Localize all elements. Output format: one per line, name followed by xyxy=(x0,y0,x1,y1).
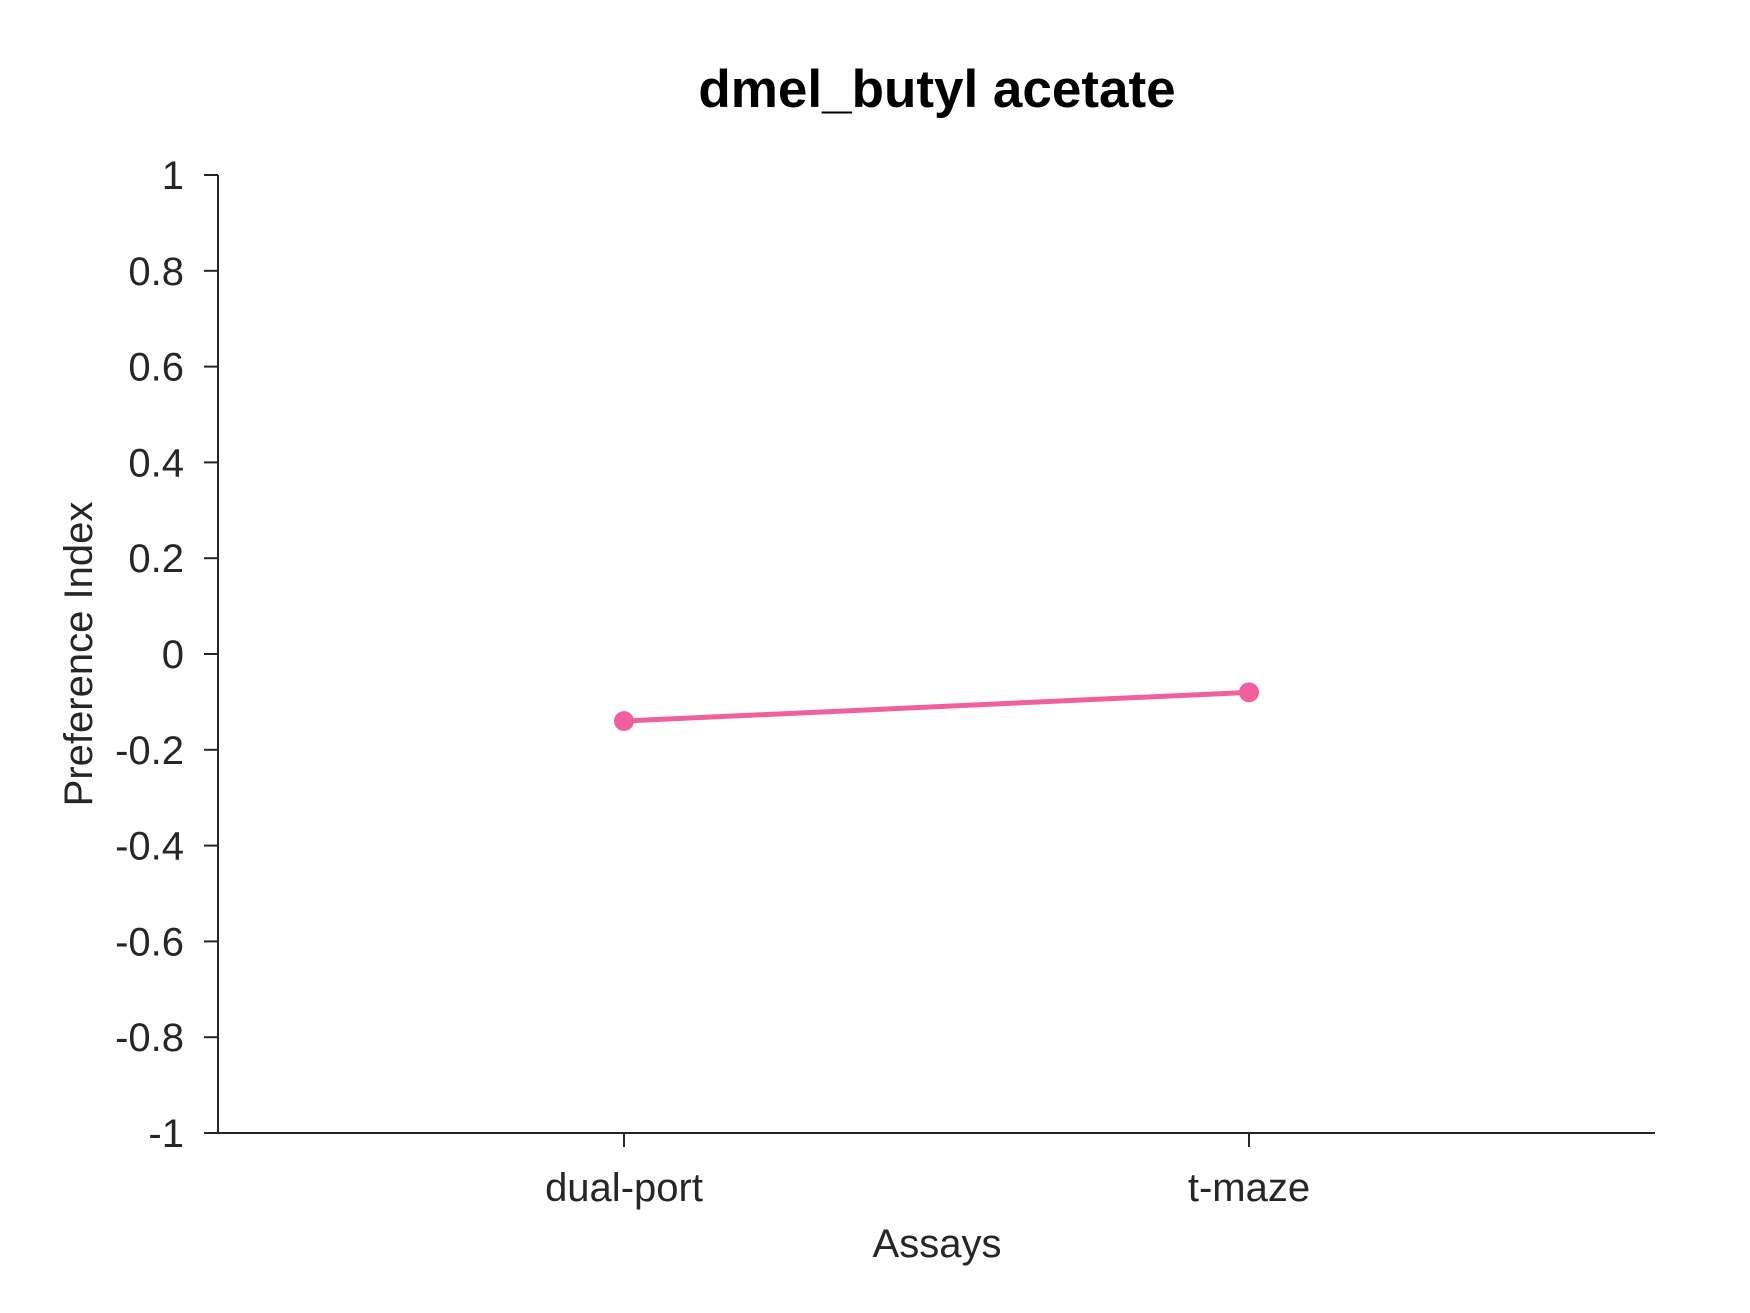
x-ticks: dual-port t-maze xyxy=(545,1133,1310,1210)
y-tick-label: 0.8 xyxy=(128,250,184,294)
y-axis-label: Preference Index xyxy=(57,502,101,807)
y-tick-label: 1 xyxy=(162,154,184,198)
plot-area xyxy=(614,682,1259,732)
y-tick-label: -1 xyxy=(148,1112,184,1156)
data-point xyxy=(614,711,634,732)
y-tick-label: 0.6 xyxy=(128,346,184,390)
data-point xyxy=(1239,682,1259,703)
y-tick-label: 0.4 xyxy=(128,441,184,485)
chart-title: dmel_butyl acetate xyxy=(698,60,1175,119)
series-line xyxy=(621,689,1252,724)
x-tick-label: t-maze xyxy=(1188,1166,1310,1210)
y-tick-label: 0 xyxy=(162,633,184,677)
x-axis-label: Assays xyxy=(873,1222,1002,1266)
x-tick-label: dual-port xyxy=(545,1166,703,1210)
y-tick-label: -0.4 xyxy=(115,825,184,869)
y-tick-label: -0.2 xyxy=(115,729,184,773)
y-tick-label: -0.8 xyxy=(115,1016,184,1060)
y-tick-label: -0.6 xyxy=(115,920,184,964)
y-tick-label: 0.2 xyxy=(128,537,184,581)
y-ticks: 1 0.8 0.6 0.4 0.2 0 -0.2 -0.4 -0.6 -0.8 -1 xyxy=(115,154,218,1156)
